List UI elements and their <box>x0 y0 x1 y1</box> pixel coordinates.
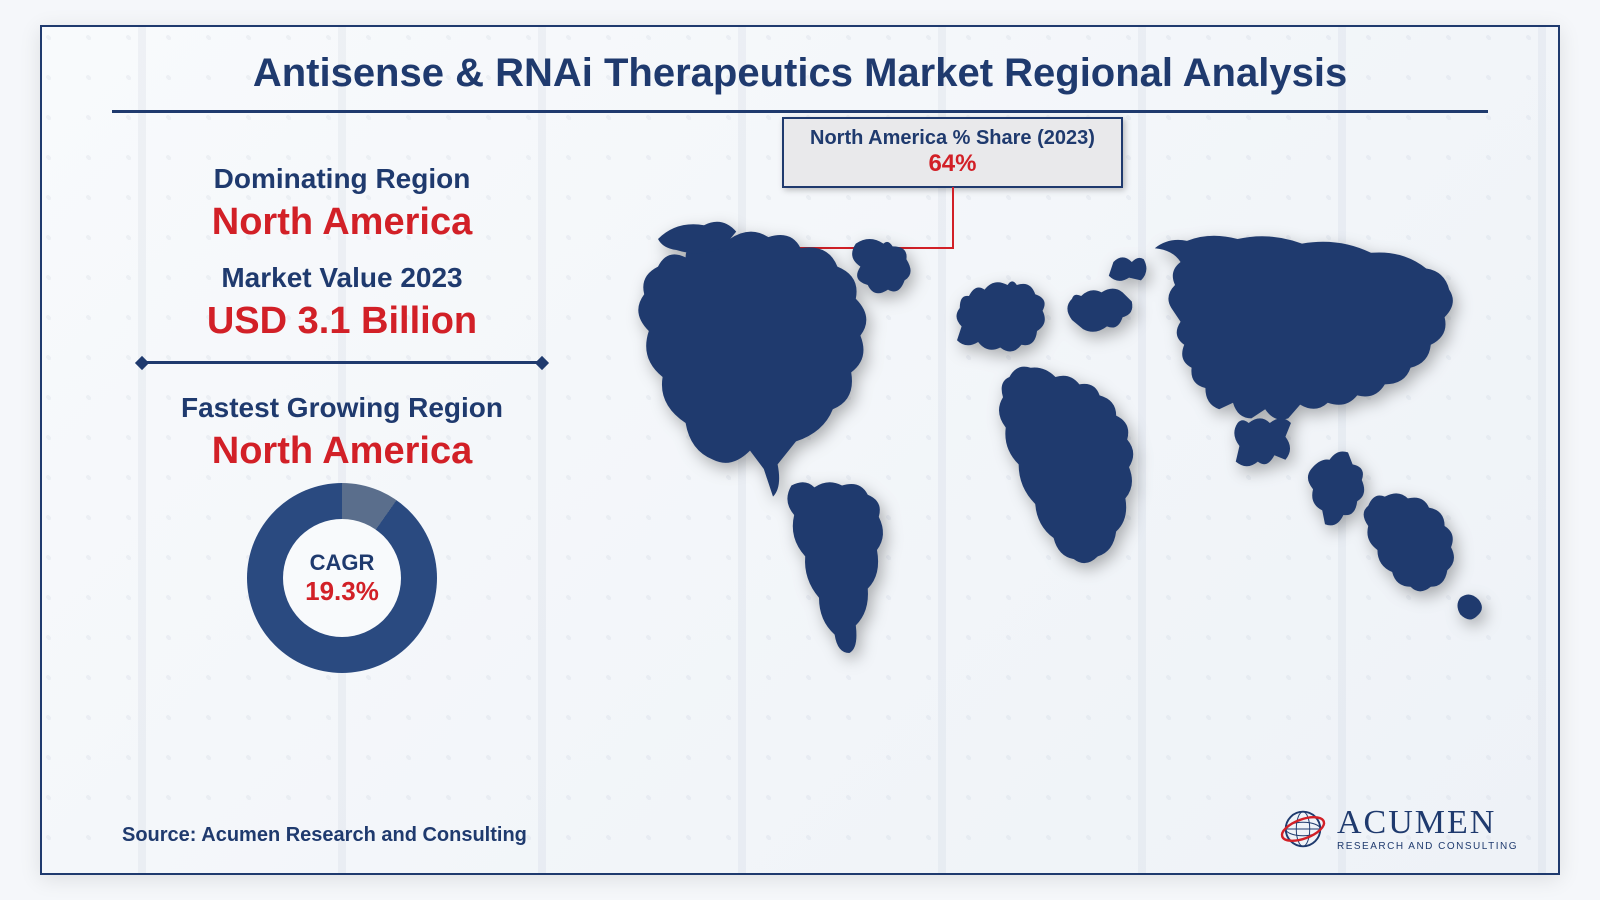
content-row: Dominating Region North America Market V… <box>42 113 1558 793</box>
dominating-region-label: Dominating Region <box>122 163 562 195</box>
callout-label: North America % Share (2023) <box>810 127 1095 150</box>
left-stats-panel: Dominating Region North America Market V… <box>42 113 602 793</box>
brand-logo: ACUMEN RESEARCH AND CONSULTING <box>1279 805 1518 853</box>
infographic-frame: Antisense & RNAi Therapeutics Market Reg… <box>40 25 1560 875</box>
fastest-growing-value: North America <box>122 430 562 473</box>
page-title: Antisense & RNAi Therapeutics Market Reg… <box>42 27 1558 96</box>
cagr-donut-chart: CAGR 19.3% <box>247 483 437 673</box>
fastest-growing-label: Fastest Growing Region <box>122 392 562 424</box>
share-callout: North America % Share (2023) 64% <box>782 117 1123 188</box>
source-text: Source: Acumen Research and Consulting <box>122 824 527 847</box>
left-divider <box>142 361 542 364</box>
cagr-value: 19.3% <box>305 576 379 607</box>
callout-value: 64% <box>810 150 1095 178</box>
donut-center: CAGR 19.3% <box>283 519 401 637</box>
market-value-label: Market Value 2023 <box>122 262 562 294</box>
globe-icon <box>1279 805 1327 853</box>
logo-text-block: ACUMEN RESEARCH AND CONSULTING <box>1337 806 1518 852</box>
dominating-region-value: North America <box>122 201 562 244</box>
world-map-icon <box>612 193 1532 671</box>
map-panel: North America % Share (2023) 64% <box>602 113 1558 793</box>
cagr-donut-wrap: CAGR 19.3% <box>122 483 562 673</box>
cagr-label: CAGR <box>310 550 375 576</box>
logo-tagline: RESEARCH AND CONSULTING <box>1337 842 1518 852</box>
market-value: USD 3.1 Billion <box>122 300 562 343</box>
logo-name: ACUMEN <box>1337 806 1518 840</box>
